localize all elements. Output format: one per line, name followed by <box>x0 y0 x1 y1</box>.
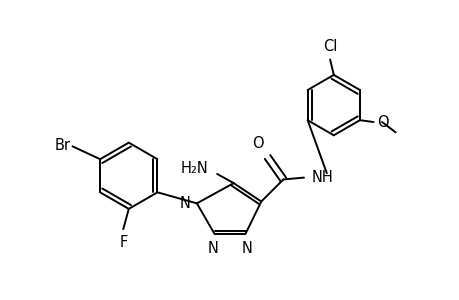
Text: Cl: Cl <box>322 39 336 54</box>
Text: Br: Br <box>55 138 71 153</box>
Text: H₂N: H₂N <box>180 161 208 176</box>
Text: N: N <box>207 241 218 256</box>
Text: N: N <box>179 196 190 211</box>
Text: N: N <box>241 241 252 256</box>
Text: O: O <box>376 115 388 130</box>
Text: F: F <box>119 235 127 250</box>
Text: O: O <box>252 136 263 151</box>
Text: NH: NH <box>311 170 333 185</box>
